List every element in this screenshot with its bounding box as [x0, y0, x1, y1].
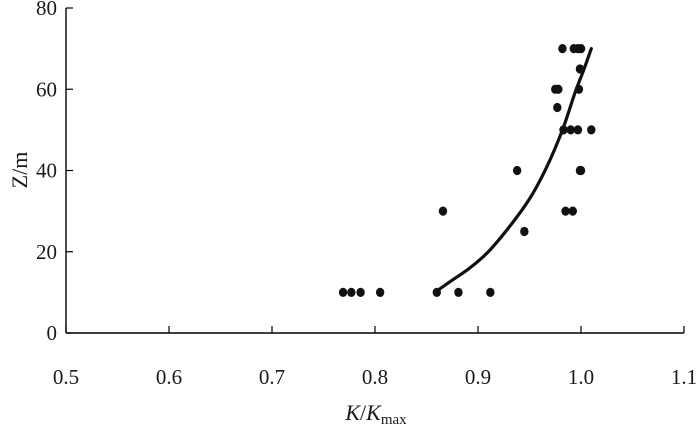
y-tick-label: 80 [36, 0, 57, 20]
data-point [438, 206, 448, 216]
data-point [574, 84, 584, 94]
data-point [553, 102, 562, 113]
data-point [573, 125, 583, 135]
y-axis-title: Z/m [7, 152, 32, 189]
data-point [454, 287, 463, 297]
x-tick-label: 0.7 [259, 365, 285, 389]
data-point [576, 165, 586, 176]
y-axis-ticks: 0 20 40 60 80 [36, 0, 73, 345]
data-point [566, 125, 575, 135]
data-points [338, 44, 596, 297]
x-axis-title-subscript: max [381, 412, 407, 428]
x-tick-label: 0.6 [156, 365, 182, 389]
x-axis-ticks: 0.5 0.6 0.7 0.8 0.9 1.0 1.1 [53, 326, 697, 389]
x-tick-label: 0.5 [53, 365, 79, 389]
data-point [512, 165, 522, 176]
data-point [554, 84, 563, 94]
x-axis-title-numerator: K [344, 400, 361, 425]
data-point [568, 206, 577, 216]
data-point [486, 287, 495, 297]
data-point [587, 125, 596, 135]
data-point [375, 287, 385, 297]
y-tick-label: 60 [36, 77, 57, 101]
x-axis-title-denominator: K [365, 400, 382, 425]
x-tick-label: 1.0 [568, 365, 594, 389]
x-tick-label: 0.8 [362, 365, 388, 389]
data-point [559, 125, 568, 135]
data-point [558, 44, 567, 54]
y-tick-label: 20 [36, 240, 57, 264]
y-tick-label: 40 [36, 159, 57, 183]
data-point [338, 287, 348, 297]
data-point [575, 64, 585, 74]
data-point [347, 287, 356, 297]
x-axis-title: K/Kmax [344, 400, 407, 428]
data-point [432, 287, 441, 297]
y-tick-label: 0 [47, 321, 58, 345]
data-point [356, 287, 365, 297]
data-point [561, 206, 570, 216]
data-point [520, 226, 529, 237]
x-tick-label: 0.9 [465, 365, 491, 389]
x-tick-label: 1.1 [671, 365, 697, 389]
data-point [576, 44, 586, 54]
x-axis-title-separator: / [360, 400, 367, 425]
